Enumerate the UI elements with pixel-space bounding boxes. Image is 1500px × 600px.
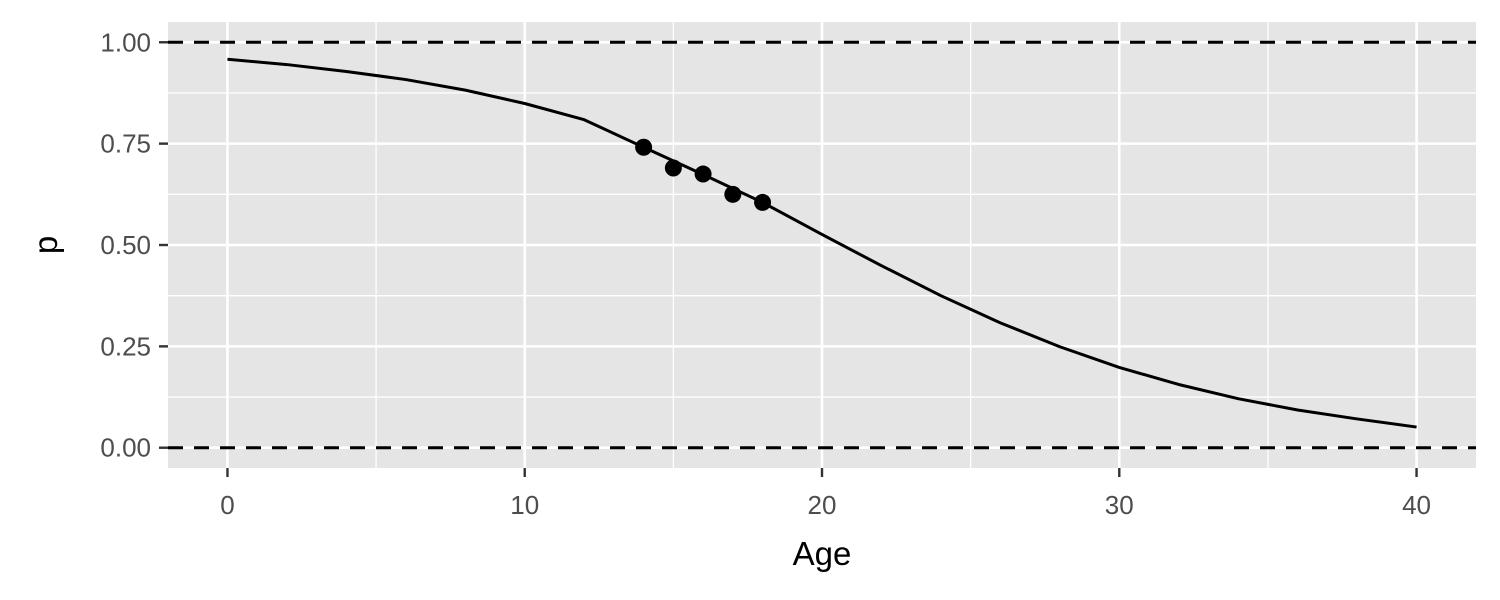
data-point (694, 165, 712, 183)
y-axis-title: p (27, 236, 64, 254)
y-tick-label: 0.50 (100, 230, 151, 260)
x-tick-label: 10 (510, 490, 539, 520)
y-tick-label: 0.75 (100, 129, 151, 159)
data-points (635, 138, 772, 211)
data-point (724, 185, 742, 203)
y-tick-label: 0.25 (100, 331, 151, 361)
x-tick-label: 20 (808, 490, 837, 520)
y-tick-label: 0.00 (100, 433, 151, 463)
reference-lines (168, 40, 1476, 450)
data-point (635, 138, 653, 156)
y-axis-ticks: 0.00 0.25 0.50 0.75 1.00 (100, 27, 168, 463)
x-tick-label: 40 (1402, 490, 1431, 520)
x-tick-label: 30 (1105, 490, 1134, 520)
data-point (754, 193, 772, 211)
x-axis-ticks: 0 10 20 30 40 (220, 468, 1431, 520)
x-tick-label: 0 (220, 490, 234, 520)
y-tick-label: 1.00 (100, 27, 151, 57)
x-axis-title: Age (793, 535, 852, 572)
data-point (664, 159, 682, 177)
series-line (227, 57, 1417, 429)
